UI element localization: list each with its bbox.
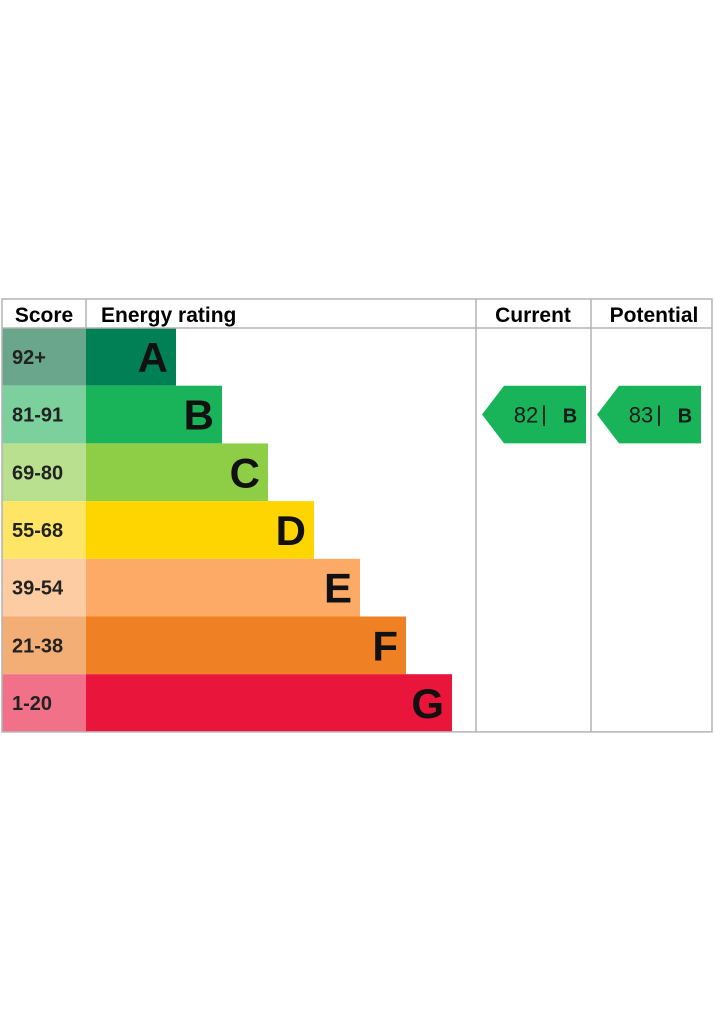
band-letter-c: C	[230, 449, 260, 496]
rating-bands: 92+ A 81-91 B 69-80 C 55-68 D 39-54 E 21-38 F 1-20 G	[2, 328, 452, 732]
current-arrow-separator: |	[541, 402, 547, 427]
band-letter-d: D	[276, 507, 306, 554]
potential-arrow	[597, 385, 701, 444]
header-potential: Potential	[610, 304, 699, 327]
header-energy-rating: Energy rating	[101, 304, 236, 327]
current-arrow	[482, 385, 586, 444]
score-label-b: 81-91	[12, 405, 63, 427]
potential-arrow-separator: |	[656, 402, 662, 427]
band-letter-e: E	[324, 565, 352, 612]
score-cell-a	[2, 328, 86, 386]
header-current: Current	[495, 304, 571, 327]
band-bar-a	[86, 328, 176, 386]
score-cell-e	[2, 558, 86, 617]
header-score: Score	[15, 304, 73, 327]
table-border	[1, 298, 713, 733]
band-bar-c	[86, 443, 268, 502]
potential-arrow-band: B	[678, 406, 692, 428]
potential-arrow-score: 83	[629, 403, 653, 428]
band-bar-g	[86, 674, 452, 732]
score-label-c: 69-80	[12, 462, 63, 484]
band-letter-f: F	[372, 622, 398, 669]
score-cell-f	[2, 616, 86, 675]
band-bar-d	[86, 501, 314, 559]
rating-arrows: 82 | B 83 | B	[482, 385, 701, 444]
band-bar-b	[86, 385, 222, 444]
score-label-f: 21-38	[12, 635, 63, 657]
score-label-d: 55-68	[12, 520, 63, 542]
score-cell-b	[2, 385, 86, 444]
score-label-e: 39-54	[12, 578, 64, 600]
band-bar-e	[86, 558, 360, 617]
current-arrow-band: B	[563, 406, 577, 428]
current-arrow-score: 82	[514, 403, 538, 428]
band-letter-g: G	[411, 680, 444, 727]
band-letter-b: B	[184, 392, 214, 439]
score-cell-g	[2, 674, 86, 732]
band-letter-a: A	[138, 334, 168, 381]
table-grid	[1, 298, 713, 733]
score-label-g: 1-20	[12, 693, 52, 715]
score-label-a: 92+	[12, 347, 46, 369]
score-cell-d	[2, 501, 86, 559]
score-cell-c	[2, 443, 86, 502]
band-bar-f	[86, 616, 406, 675]
